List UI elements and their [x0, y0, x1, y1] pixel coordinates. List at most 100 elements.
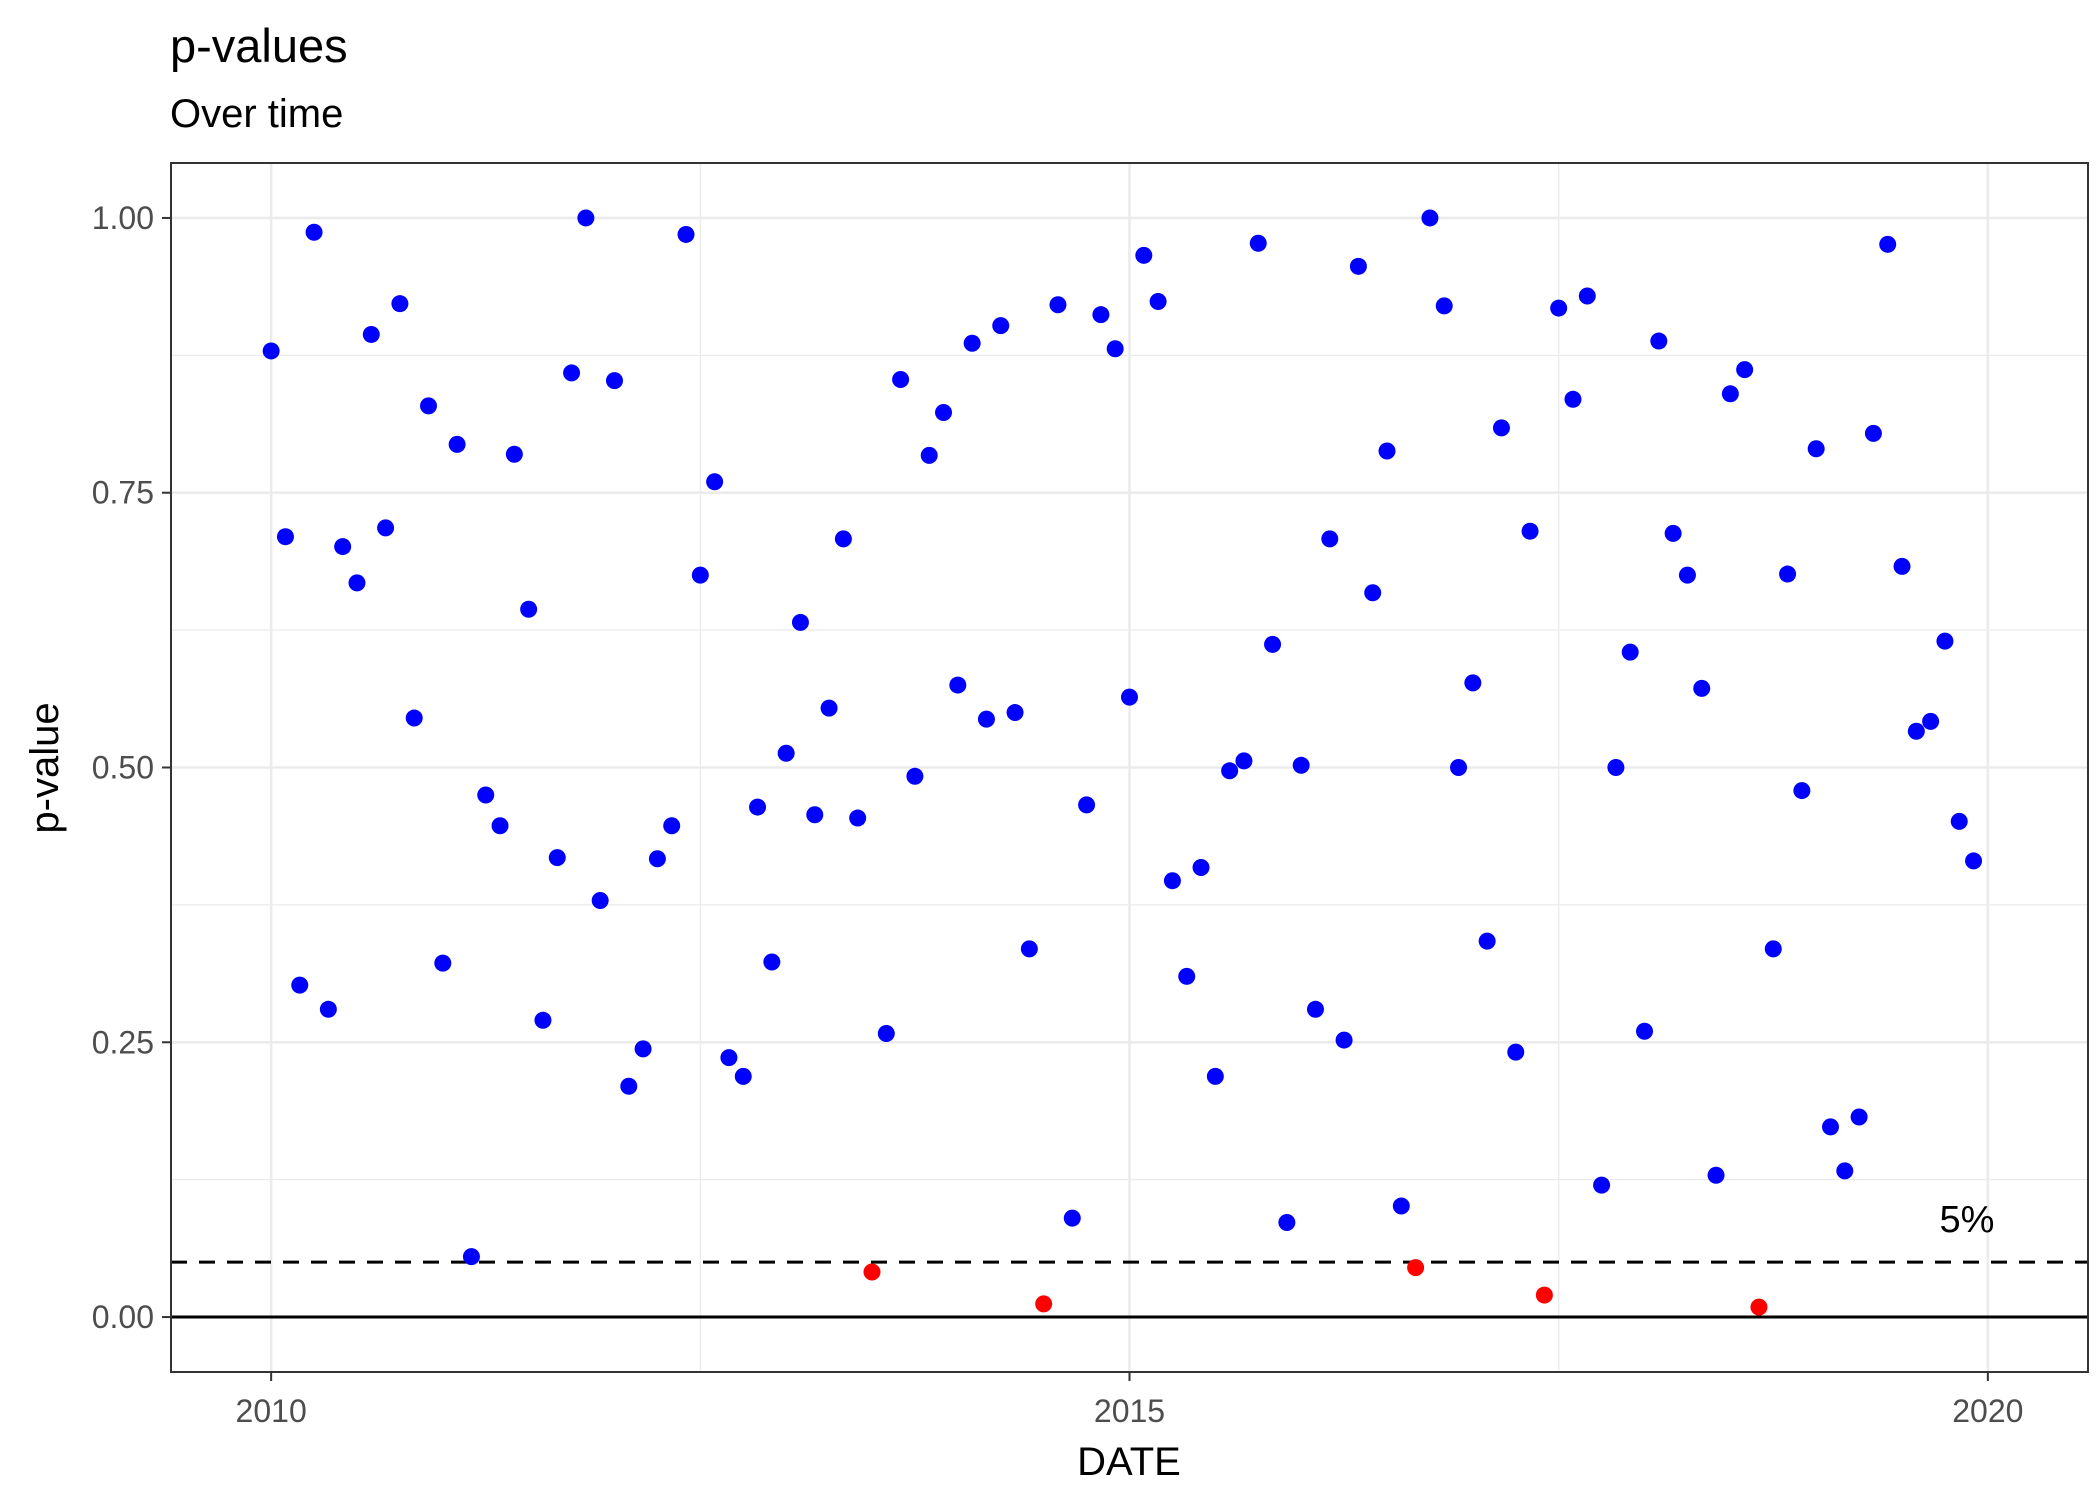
data-point: [1106, 340, 1124, 358]
data-point: [1264, 635, 1282, 653]
data-point: [1278, 1214, 1296, 1232]
data-point: [348, 574, 366, 592]
data-point: [520, 600, 538, 618]
y-tick-label: 0.75: [92, 475, 154, 511]
data-point: [1492, 419, 1510, 437]
data-point: [1035, 1295, 1053, 1313]
data-point: [1507, 1043, 1525, 1061]
data-point: [1636, 1022, 1654, 1040]
data-point: [1149, 292, 1167, 310]
data-point: [1378, 442, 1396, 460]
data-point: [391, 295, 409, 313]
data-point: [992, 317, 1010, 335]
data-point: [1235, 752, 1253, 770]
data-point: [1163, 872, 1181, 890]
data-point: [892, 371, 910, 389]
data-point: [963, 334, 981, 352]
x-tick-label: 2015: [1094, 1393, 1165, 1429]
y-tick-label: 0.00: [92, 1299, 154, 1335]
data-point: [1135, 246, 1153, 264]
data-point: [1020, 940, 1038, 958]
reference-lines: [171, 1260, 2088, 1319]
data-point: [1564, 390, 1582, 408]
data-point: [1049, 296, 1067, 314]
data-point: [1192, 859, 1210, 877]
data-point: [1879, 235, 1897, 253]
data-point: [1693, 679, 1711, 697]
data-point: [577, 209, 595, 227]
chart-subtitle: Over time: [170, 92, 344, 136]
data-point: [1950, 812, 1968, 830]
data-point: [906, 767, 924, 785]
data-point: [1864, 424, 1882, 442]
data-point: [1664, 524, 1682, 542]
data-point: [1063, 1209, 1081, 1227]
y-tick-label: 0.50: [92, 750, 154, 786]
data-point: [1206, 1067, 1224, 1085]
data-point: [1249, 234, 1267, 252]
data-point: [1450, 759, 1468, 776]
data-point: [763, 953, 781, 971]
data-point: [1392, 1197, 1410, 1215]
data-point: [1593, 1176, 1611, 1194]
data-point: [405, 709, 423, 727]
data-point: [691, 566, 709, 584]
data-point: [648, 850, 666, 868]
data-point: [1521, 522, 1539, 540]
data-point: [505, 445, 523, 463]
data-point: [820, 699, 838, 717]
x-axis-title: DATE: [1077, 1440, 1181, 1484]
data-point: [1750, 1298, 1768, 1316]
data-point: [1764, 940, 1782, 958]
data-point: [477, 786, 495, 804]
data-point: [377, 519, 395, 537]
data-point: [1721, 385, 1739, 403]
data-point: [949, 676, 967, 694]
data-point: [749, 798, 767, 816]
data-point: [863, 1263, 881, 1281]
data-point: [1907, 722, 1925, 740]
data-point: [1707, 1166, 1725, 1184]
data-point: [634, 1040, 652, 1058]
data-point: [1092, 306, 1110, 324]
x-tick-label: 2020: [1952, 1393, 2023, 1429]
data-point: [605, 372, 623, 390]
grid-lines: [171, 163, 2088, 1372]
data-point: [849, 809, 867, 827]
data-point: [1936, 632, 1954, 650]
data-point: [305, 223, 323, 241]
y-tick-label: 0.25: [92, 1024, 154, 1060]
data-point: [291, 976, 309, 994]
data-point: [1349, 257, 1367, 275]
data-point: [1550, 299, 1568, 317]
data-point: [935, 403, 953, 421]
data-point: [1221, 762, 1239, 780]
data-point: [663, 817, 681, 835]
data-point: [420, 397, 438, 415]
data-point: [1006, 704, 1024, 722]
data-point: [1407, 1259, 1425, 1277]
data-point: [1292, 756, 1310, 774]
y-tick-label: 1.00: [92, 200, 154, 236]
data-point: [462, 1248, 480, 1266]
data-point: [563, 364, 581, 382]
data-point: [1535, 1286, 1553, 1304]
data-point: [1607, 759, 1625, 776]
data-point: [1364, 584, 1382, 602]
data-point: [1779, 565, 1797, 583]
data-point: [1678, 566, 1696, 584]
data-point: [877, 1024, 895, 1042]
data-point: [362, 325, 380, 343]
threshold-label: 5%: [1940, 1199, 1995, 1241]
data-point: [977, 710, 995, 728]
data-point: [791, 613, 809, 631]
data-point: [1736, 361, 1754, 379]
data-points: [262, 209, 1983, 1316]
data-point: [1807, 440, 1825, 458]
data-point: [1850, 1108, 1868, 1126]
data-point: [1965, 852, 1983, 870]
data-point: [1478, 932, 1496, 950]
data-point: [591, 891, 609, 909]
data-point: [1335, 1031, 1353, 1049]
data-point: [1321, 530, 1339, 548]
